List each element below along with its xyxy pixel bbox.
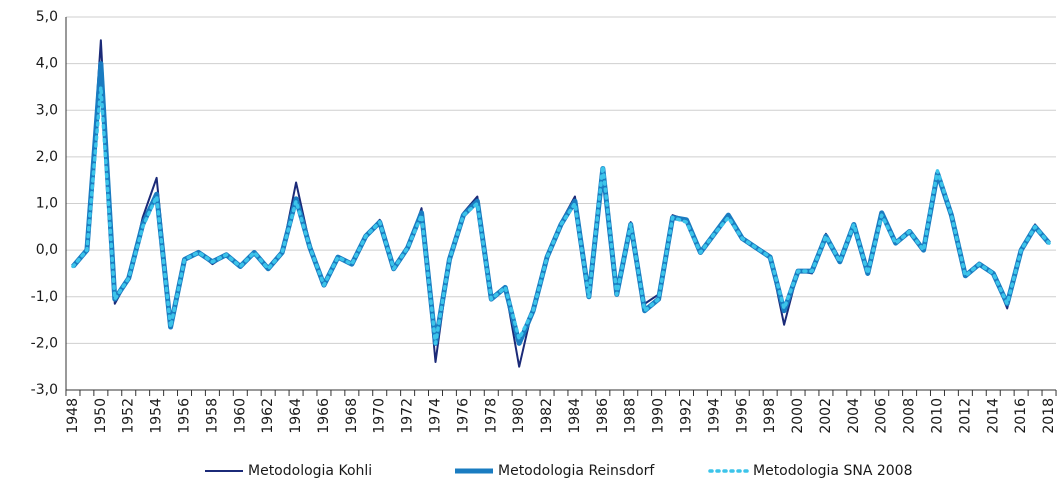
- x-tick-label: 1960: [232, 398, 248, 434]
- y-tick-label: 1,0: [36, 196, 58, 212]
- x-tick-label: 1986: [595, 398, 611, 434]
- x-tick-label: 1998: [762, 398, 778, 434]
- x-tick-label: 1954: [149, 398, 165, 434]
- x-tick-label: 1980: [511, 398, 527, 434]
- x-tick-label: 1950: [93, 398, 109, 434]
- y-tick-label: 4,0: [36, 56, 58, 72]
- y-tick-label: -2,0: [31, 335, 58, 351]
- x-tick-label: 2004: [846, 398, 862, 434]
- y-tick-label: 0,0: [36, 242, 58, 258]
- x-tick-label: 2016: [1013, 398, 1029, 434]
- y-tick-label: 3,0: [36, 102, 58, 118]
- series-line: [71, 85, 1051, 346]
- legend-label: Metodologia SNA 2008: [753, 463, 912, 479]
- x-tick-label: 1968: [344, 398, 360, 434]
- x-tick-label: 1984: [567, 398, 583, 434]
- x-tick-label: 1962: [260, 398, 276, 434]
- x-tick-label: 2008: [902, 398, 918, 434]
- x-tick-label: 1976: [455, 398, 471, 434]
- x-tick-label: 2012: [957, 398, 973, 434]
- x-tick-label: 1996: [734, 398, 750, 434]
- x-tick-label: 1956: [177, 398, 193, 434]
- legend-label: Metodologia Reinsdorf: [498, 463, 655, 479]
- x-tick-label: 1952: [121, 398, 137, 434]
- x-tick-label: 2014: [985, 398, 1001, 434]
- x-tick-label: 1978: [483, 398, 499, 434]
- x-tick-label: 2010: [929, 398, 945, 434]
- x-tick-label: 1974: [428, 398, 444, 434]
- x-tick-label: 1972: [400, 398, 416, 434]
- x-tick-label: 1966: [316, 398, 332, 434]
- x-tick-label: 1992: [678, 398, 694, 434]
- x-tick-label: 1994: [706, 398, 722, 434]
- y-tick-label: -3,0: [31, 382, 58, 398]
- x-tick-label: 1964: [288, 398, 304, 434]
- x-tick-label: 1990: [651, 398, 667, 434]
- x-tick-label: 1988: [623, 398, 639, 434]
- y-tick-label: 5,0: [36, 9, 58, 25]
- x-tick-label: 2000: [790, 398, 806, 434]
- x-tick-label: 1948: [65, 398, 81, 434]
- x-tick-label: 2006: [874, 398, 890, 434]
- y-tick-label: 2,0: [36, 149, 58, 165]
- legend-label: Metodologia Kohli: [248, 463, 372, 479]
- x-tick-label: 1958: [204, 398, 220, 434]
- x-tick-label: 1982: [539, 398, 555, 434]
- x-tick-label: 1970: [372, 398, 388, 434]
- x-tick-label: 2018: [1041, 398, 1057, 434]
- y-tick-label: -1,0: [31, 289, 58, 305]
- x-tick-label: 2002: [818, 398, 834, 434]
